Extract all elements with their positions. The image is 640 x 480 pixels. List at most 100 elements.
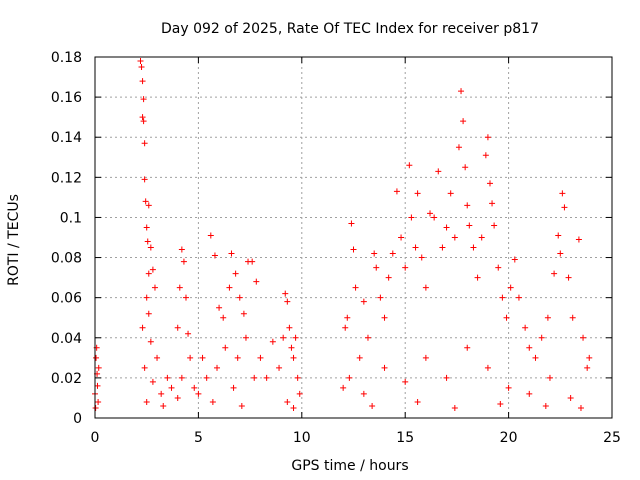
data-point <box>154 354 161 361</box>
data-point <box>551 270 558 277</box>
data-point <box>422 284 429 291</box>
data-point <box>257 354 264 361</box>
data-point <box>371 250 378 257</box>
data-point <box>296 390 303 397</box>
x-tick-label: 25 <box>603 430 621 446</box>
data-point <box>586 354 593 361</box>
data-point <box>147 338 154 345</box>
data-point <box>385 274 392 281</box>
data-point <box>418 254 425 261</box>
data-point <box>174 394 181 401</box>
data-point <box>567 394 574 401</box>
data-point <box>145 310 152 317</box>
data-point <box>168 384 175 391</box>
data-point <box>439 244 446 251</box>
data-point <box>93 354 100 361</box>
data-point <box>569 314 576 321</box>
y-tick-label: 0.1 <box>60 210 82 226</box>
data-point <box>505 384 512 391</box>
data-point <box>242 334 249 341</box>
data-point <box>344 314 351 321</box>
data-point <box>393 188 400 195</box>
data-point <box>470 244 477 251</box>
data-point <box>360 390 367 397</box>
data-point <box>145 270 152 277</box>
data-point <box>139 324 146 331</box>
data-point <box>398 234 405 241</box>
data-point <box>412 244 419 251</box>
data-point <box>263 374 270 381</box>
y-axis-label: ROTI / TECUs <box>6 194 22 286</box>
data-point <box>484 364 491 371</box>
data-point <box>348 220 355 227</box>
x-tick-label: 15 <box>396 430 414 446</box>
data-point <box>381 364 388 371</box>
data-point <box>369 402 376 409</box>
data-point <box>178 374 185 381</box>
data-point <box>185 330 192 337</box>
data-point <box>526 344 533 351</box>
data-point <box>251 374 258 381</box>
data-point <box>139 114 146 121</box>
data-point <box>145 202 152 209</box>
data-point <box>350 246 357 253</box>
data-point <box>209 398 216 405</box>
data-point <box>236 294 243 301</box>
data-point <box>214 364 221 371</box>
grid <box>95 57 612 418</box>
data-point <box>207 232 214 239</box>
data-point <box>149 378 156 385</box>
data-point <box>435 168 442 175</box>
data-point <box>140 118 147 125</box>
data-point <box>511 256 518 263</box>
data-point <box>458 88 465 95</box>
data-point <box>140 96 147 103</box>
data-point <box>364 334 371 341</box>
y-tick-label: 0.04 <box>51 331 82 347</box>
data-point <box>356 354 363 361</box>
data-point <box>230 384 237 391</box>
data-point <box>269 338 276 345</box>
data-point <box>408 214 415 221</box>
data-point <box>455 144 462 151</box>
data-point <box>141 140 148 147</box>
data-point <box>544 314 551 321</box>
data-point <box>466 222 473 229</box>
data-point <box>174 324 181 331</box>
y-tick-label: 0.02 <box>51 371 82 387</box>
data-point <box>389 250 396 257</box>
plot-frame <box>94 56 613 419</box>
data-point <box>290 404 297 411</box>
data-point <box>216 304 223 311</box>
data-point <box>187 354 194 361</box>
data-point <box>211 252 218 259</box>
data-point <box>222 344 229 351</box>
y-tick-label: 0.14 <box>51 130 82 146</box>
data-point <box>292 334 299 341</box>
data-point <box>180 258 187 265</box>
data-point <box>95 364 102 371</box>
data-point <box>526 390 533 397</box>
data-point <box>176 284 183 291</box>
data-point <box>406 162 413 169</box>
data-point <box>144 238 151 245</box>
data-point <box>515 294 522 301</box>
data-point <box>253 278 260 285</box>
data-point <box>489 200 496 207</box>
data-point <box>484 134 491 141</box>
data-point <box>431 214 438 221</box>
data-point <box>290 354 297 361</box>
data-point <box>478 234 485 241</box>
data-point <box>499 294 506 301</box>
x-tick-label: 20 <box>500 430 518 446</box>
data-point <box>402 264 409 271</box>
data-point <box>414 398 421 405</box>
data-point <box>286 324 293 331</box>
data-point <box>234 354 241 361</box>
x-tick-label: 10 <box>293 430 311 446</box>
y-tick-label: 0.18 <box>51 50 82 66</box>
data-point <box>284 298 291 305</box>
data-point <box>522 324 529 331</box>
data-point <box>164 374 171 381</box>
y-tick-label: 0 <box>73 411 82 427</box>
